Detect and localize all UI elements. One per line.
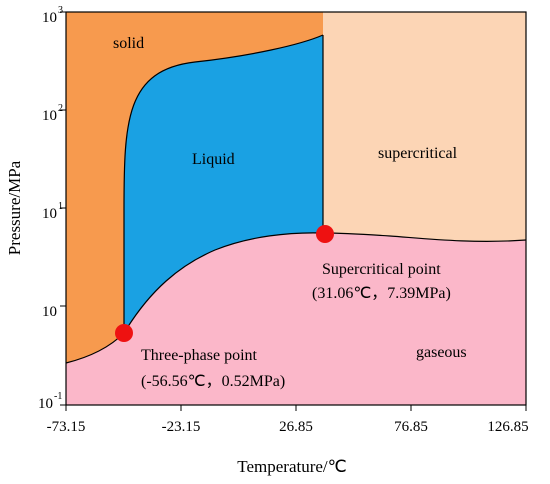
x-tick-label: 76.85 [394,419,428,435]
svg-text:10: 10 [42,10,57,26]
critical-point-label: Supercritical point [322,261,441,278]
svg-text:3: 3 [58,5,63,16]
y-tick-label: 10 3 [42,5,63,26]
x-tick-label: 26.85 [279,419,313,435]
supercritical-region [323,12,526,242]
y-axis-title: Pressure/MPa [5,160,24,255]
y-tick-label: 10 -1 [38,391,62,412]
supercritical-label: supercritical [378,145,458,162]
triple-point-marker [115,324,133,342]
triple-point-coords: (-56.56℃，0.52MPa) [141,373,285,390]
svg-text:2: 2 [58,103,63,114]
svg-text:-1: -1 [54,391,62,402]
svg-text:10: 10 [42,108,57,124]
liquid-region [124,35,323,333]
critical-point-marker [316,225,334,243]
melting-curve [123,34,324,333]
x-axis-title: Temperature/℃ [237,457,346,476]
svg-text:10: 10 [42,206,57,222]
x-tick-label: -23.15 [162,419,201,435]
y-tick-label: 10 2 [42,103,63,124]
svg-text:1: 1 [58,201,63,212]
y-tick-marks [60,11,66,406]
critical-point-coords: (31.06℃，7.39MPa) [312,285,451,302]
vaporization-curve [123,232,324,334]
x-tick-marks [65,405,527,411]
triple-point-label: Three-phase point [141,347,258,364]
supercritical-boundary-curve [322,232,527,242]
y-tick-label: 10 1 [42,201,63,222]
liquid-label: Liquid [192,151,235,168]
y-tick-label: 10 [42,304,57,320]
solid-label: solid [113,35,144,52]
x-tick-label: 126.85 [487,419,528,435]
gaseous-label: gaseous [416,344,467,361]
svg-text:10: 10 [38,396,53,412]
svg-text:10: 10 [42,304,57,320]
x-tick-label: -73.15 [47,419,86,435]
gaseous-region [66,232,526,405]
